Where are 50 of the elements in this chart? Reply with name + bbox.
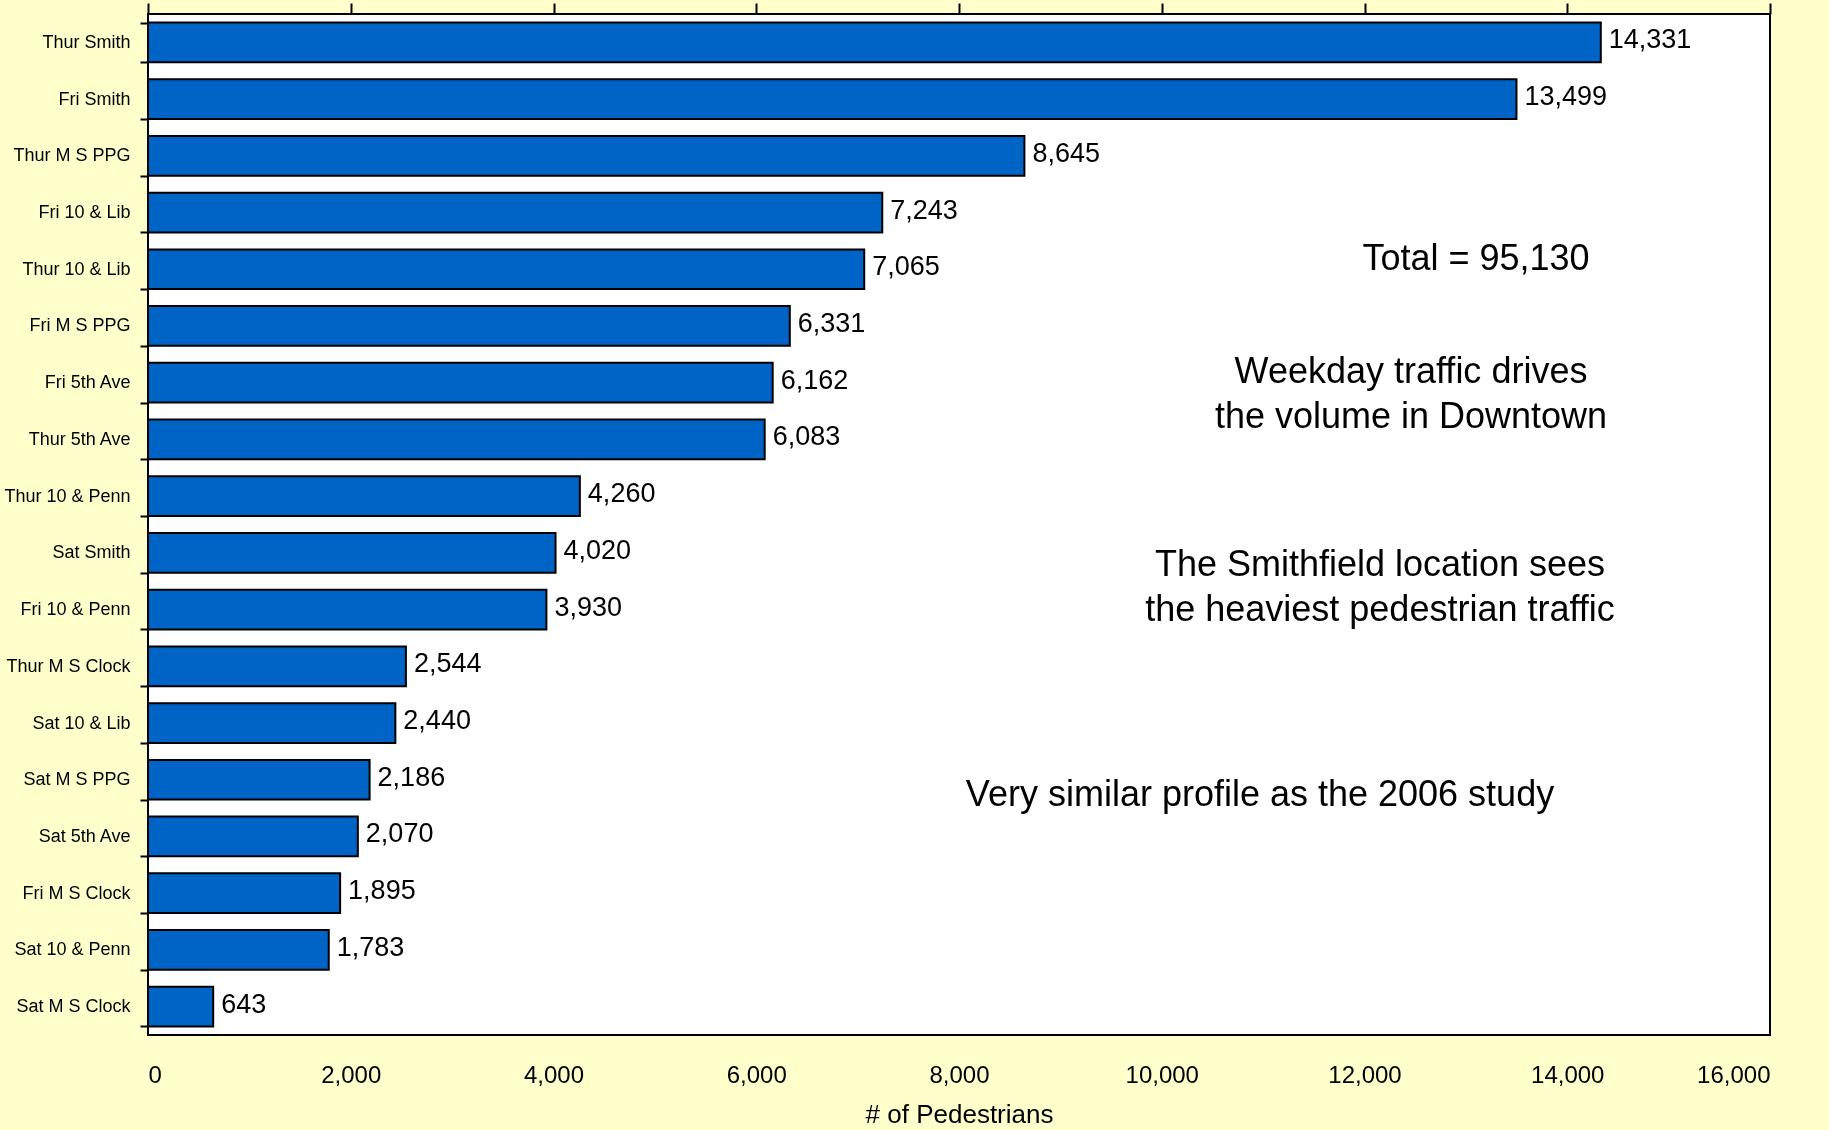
data-label: 6,083 (772, 421, 841, 452)
y-tick-label: Sat Smith (52, 542, 131, 563)
data-label: 1,783 (336, 931, 405, 962)
data-label: 7,243 (890, 194, 958, 225)
data-label: 2,186 (377, 761, 446, 792)
y-tick-label: Thur M S PPG (13, 145, 131, 166)
y-tick-label: Fri Smith (58, 88, 131, 109)
x-tick-label: 12,000 (1328, 1060, 1402, 1088)
data-label: 14,331 (1608, 24, 1692, 55)
x-axis-title: # of Pedestrians (865, 1098, 1054, 1129)
x-tick-label: 4,000 (523, 1060, 585, 1088)
y-tick-label: Sat 10 & Lib (32, 712, 131, 733)
annotation: The Smithfield location sees the heaviest pedestrian traffic (1145, 542, 1615, 629)
x-tick-label: 14,000 (1531, 1060, 1605, 1088)
y-tick-label: Thur 10 & Penn (4, 485, 131, 506)
data-label: 6,331 (797, 307, 866, 338)
y-tick-label: Fri 5th Ave (44, 372, 131, 393)
data-label: 1,895 (348, 875, 416, 906)
data-label: 2,440 (403, 705, 471, 736)
x-tick-label: 8,000 (929, 1060, 990, 1088)
x-tick-label: 10,000 (1125, 1060, 1199, 1088)
y-tick-label: Thur M S Clock (6, 655, 132, 676)
y-tick-label: Fri 10 & Lib (38, 202, 131, 223)
y-tick-label: Thur 5th Ave (28, 428, 131, 449)
y-tick-label: Fri M S PPG (29, 315, 131, 336)
data-label: 3,930 (554, 591, 622, 622)
x-tick-label: 6,000 (726, 1060, 787, 1088)
data-label: 6,162 (780, 364, 849, 395)
annotation: Weekday traffic drives the volume in Downtown (1214, 349, 1608, 436)
y-tick-label: Sat 5th Ave (38, 825, 131, 846)
y-tick-label: Sat 10 & Penn (14, 939, 131, 960)
y-tick-label: Sat M S PPG (23, 769, 131, 790)
data-label: 4,260 (587, 478, 656, 509)
y-tick-label: Sat M S Clock (16, 996, 132, 1017)
x-tick-label: 16,000 (1697, 1060, 1771, 1088)
annotation: Total = 95,130 (1362, 237, 1590, 278)
data-label: 13,499 (1524, 81, 1608, 112)
data-label: 4,020 (563, 534, 632, 565)
data-label: 2,544 (413, 648, 482, 679)
x-tick-label: 2,000 (321, 1060, 382, 1088)
annotation: Very similar profile as the 2006 study (965, 773, 1555, 814)
data-label: 2,070 (365, 818, 434, 849)
y-tick-label: Thur Smith (42, 31, 131, 52)
y-tick-label: Fri 10 & Penn (20, 599, 131, 620)
data-label: 7,065 (872, 251, 940, 282)
data-label: 8,645 (1032, 137, 1100, 168)
y-tick-label: Fri M S Clock (22, 882, 132, 903)
data-label: 643 (221, 988, 267, 1019)
y-tick-label: Thur 10 & Lib (22, 258, 131, 279)
x-tick-label: 0 (148, 1060, 162, 1088)
